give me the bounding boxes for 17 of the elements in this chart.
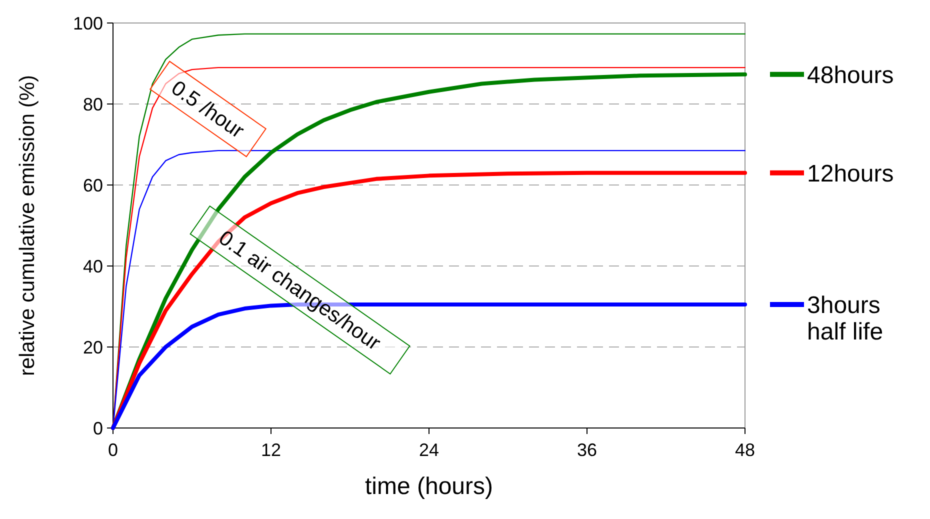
y-tick-label: 100 (72, 13, 103, 34)
annotation: 0.5 /hour (166, 76, 248, 143)
legend-label: 48hours (807, 62, 894, 89)
legend-label: 12hours (807, 160, 894, 188)
x-tick-label: 48 (734, 440, 756, 460)
x-tick-label: 12 (260, 440, 282, 460)
x-tick-label: 0 (108, 440, 118, 460)
legend-label: 3hours half life (807, 292, 884, 346)
y-tick-label: 20 (82, 337, 103, 358)
y-tick-label: 80 (82, 94, 103, 114)
y-tick-label: 40 (82, 256, 103, 276)
y-tick-label: 60 (82, 175, 103, 196)
x-tick-label: 36 (576, 440, 598, 460)
y-axis-title: relative cumulative emission (%) (16, 74, 39, 376)
y-tick-label: 0 (92, 418, 103, 438)
x-tick-label: 24 (418, 440, 440, 460)
x-axis-title: time (hours) (364, 473, 494, 500)
